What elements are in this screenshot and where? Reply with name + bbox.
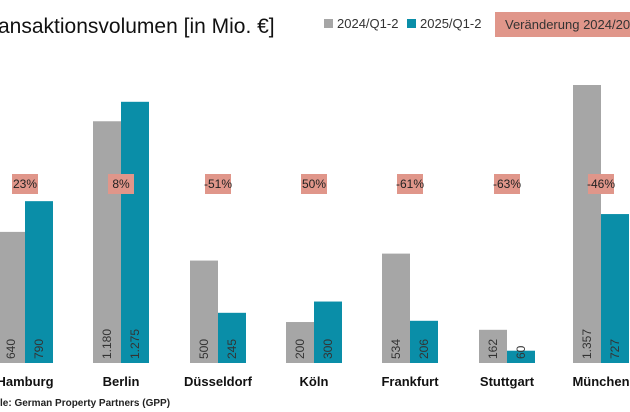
change-box-frankfurt bbox=[397, 174, 423, 194]
chart-title: ansaktionsvolumen [in Mio. €] bbox=[0, 15, 275, 38]
category-label-koln: Köln bbox=[300, 374, 329, 389]
change-label-hamburg: 23% bbox=[13, 177, 37, 191]
bar-koln-2024-q1-2 bbox=[286, 322, 314, 363]
change-box-berlin bbox=[108, 174, 134, 194]
bar-koln-2025-q1-2 bbox=[314, 301, 342, 363]
legend-label-2024: 2024/Q1-2 bbox=[337, 16, 398, 31]
source-note: le: German Property Partners (GPP) bbox=[0, 398, 170, 409]
change-label-dusseldorf: -51% bbox=[204, 177, 232, 191]
bar-stuttgart-2024-q1-2 bbox=[479, 329, 507, 363]
value-label-dusseldorf-2025-q1-2: 245 bbox=[225, 339, 239, 359]
change-box-koln bbox=[301, 174, 327, 194]
category-label-frankfurt: Frankfurt bbox=[381, 374, 439, 389]
change-box-hamburg bbox=[12, 174, 38, 194]
value-label-koln-2024-q1-2: 200 bbox=[293, 339, 307, 359]
value-label-stuttgart-2025-q1-2: 60 bbox=[514, 345, 528, 359]
bar-dusseldorf-2025-q1-2 bbox=[218, 312, 246, 363]
bar-frankfurt-2024-q1-2 bbox=[382, 253, 410, 363]
bar-hamburg-2024-q1-2 bbox=[0, 231, 25, 363]
legend-label-2025: 2025/Q1-2 bbox=[420, 16, 481, 31]
value-label-berlin-2024-q1-2: 1.180 bbox=[100, 329, 114, 359]
legend: 2024/Q1-2 2025/Q1-2 Veränderung 2024/20 bbox=[324, 12, 630, 37]
bar-munchen-2025-q1-2 bbox=[601, 214, 629, 363]
category-label-munchen: München bbox=[572, 374, 629, 389]
change-label-koln: 50% bbox=[302, 177, 326, 191]
bar-munchen-2024-q1-2 bbox=[573, 85, 601, 363]
category-label-dusseldorf: Düsseldorf bbox=[184, 374, 253, 389]
value-label-hamburg-2025-q1-2: 790 bbox=[32, 339, 46, 359]
legend-swatch-2025 bbox=[407, 19, 416, 28]
bar-hamburg-2025-q1-2 bbox=[25, 201, 53, 363]
value-label-berlin-2025-q1-2: 1.275 bbox=[128, 329, 142, 359]
change-label-stuttgart: -63% bbox=[493, 177, 521, 191]
change-label-munchen: -46% bbox=[587, 177, 615, 191]
change-box-stuttgart bbox=[494, 174, 520, 194]
category-label-stuttgart: Stuttgart bbox=[480, 374, 535, 389]
value-label-koln-2025-q1-2: 300 bbox=[321, 339, 335, 359]
value-label-dusseldorf-2024-q1-2: 500 bbox=[197, 339, 211, 359]
bar-stuttgart-2025-q1-2 bbox=[507, 350, 535, 363]
value-label-frankfurt-2024-q1-2: 534 bbox=[389, 339, 403, 359]
value-label-hamburg-2024-q1-2: 640 bbox=[4, 339, 18, 359]
bar-frankfurt-2025-q1-2 bbox=[410, 320, 438, 363]
change-box-dusseldorf bbox=[205, 174, 231, 194]
value-label-frankfurt-2025-q1-2: 206 bbox=[417, 339, 431, 359]
value-label-munchen-2025-q1-2: 727 bbox=[608, 339, 622, 359]
category-label-berlin: Berlin bbox=[103, 374, 140, 389]
legend-swatch-2024 bbox=[324, 19, 333, 28]
value-label-stuttgart-2024-q1-2: 162 bbox=[486, 339, 500, 359]
plot-area: 640 790 23% Hamburg 1.180 1.275 8% Berlin 500 245… bbox=[0, 85, 630, 389]
category-label-hamburg: Hamburg bbox=[0, 374, 54, 389]
legend-swatch-change bbox=[495, 12, 630, 37]
change-label-berlin: 8% bbox=[112, 177, 130, 191]
bar-berlin-2025-q1-2 bbox=[121, 101, 149, 363]
bar-dusseldorf-2024-q1-2 bbox=[190, 260, 218, 363]
value-label-munchen-2024-q1-2: 1.357 bbox=[580, 329, 594, 359]
change-box-munchen bbox=[588, 174, 614, 194]
change-label-frankfurt: -61% bbox=[396, 177, 424, 191]
legend-label-change: Veränderung 2024/20 bbox=[505, 17, 630, 32]
bar-berlin-2024-q1-2 bbox=[93, 121, 121, 364]
